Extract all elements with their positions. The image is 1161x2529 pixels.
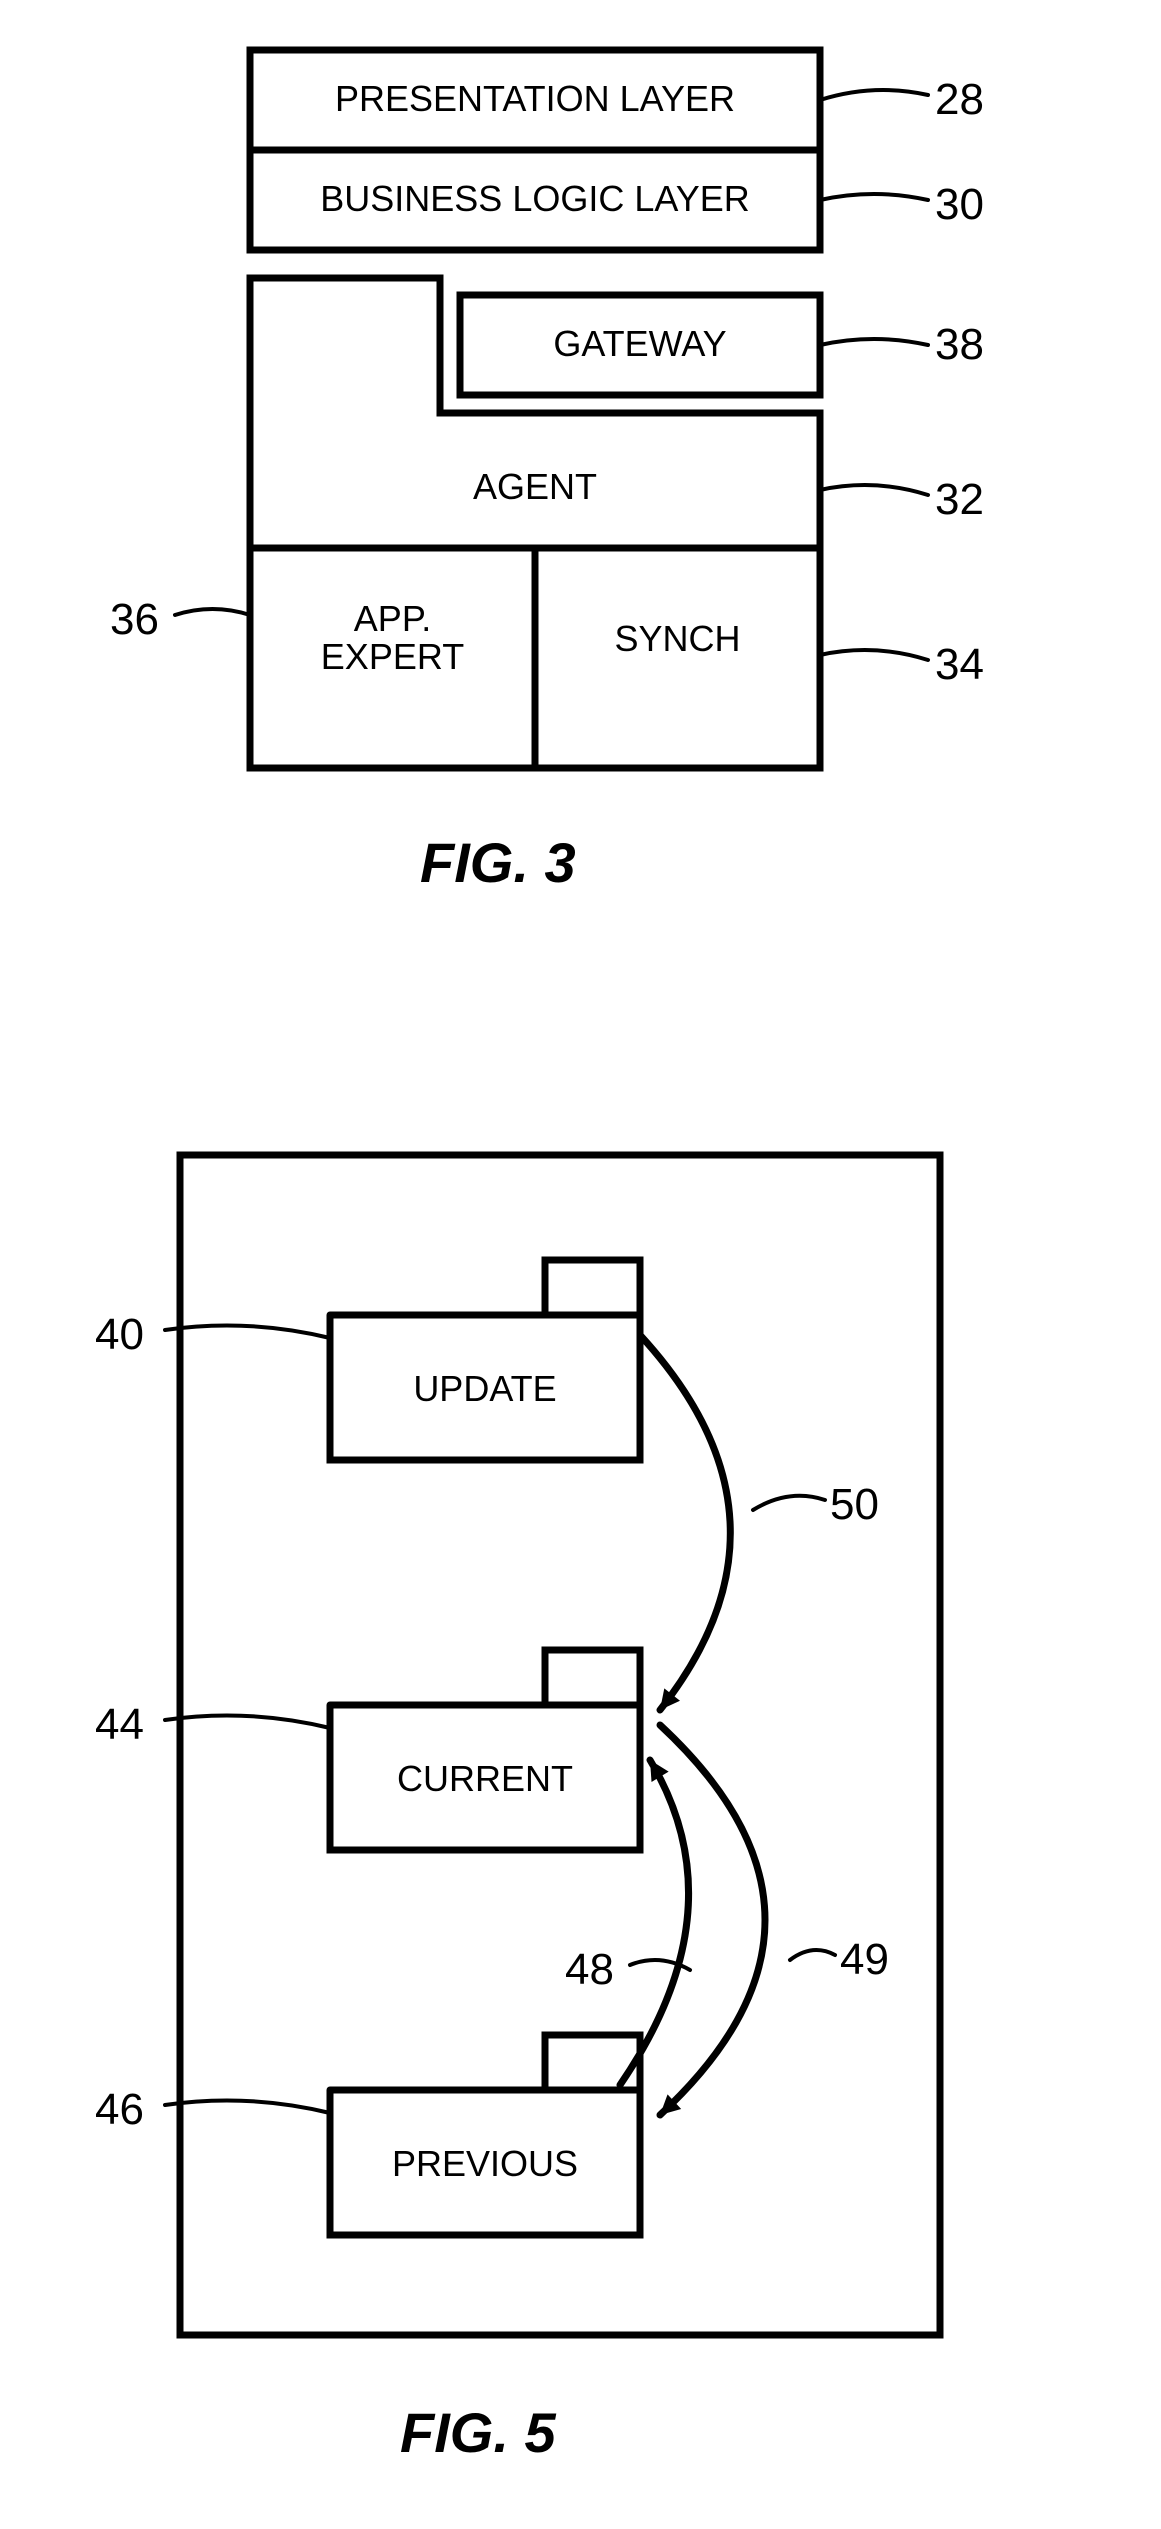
fig5-ref-50: 50 [830,1480,879,1530]
fig3-ref-34: 34 [935,640,984,690]
fig3-agent-label: AGENT [250,468,820,506]
fig5-previous-label: PREVIOUS [330,2145,640,2183]
fig3-presentation-label: PRESENTATION LAYER [250,80,820,118]
page: PRESENTATION LAYER BUSINESS LOGIC LAYER … [0,0,1161,2529]
fig5-current-label: CURRENT [330,1760,640,1798]
fig5-ref-48: 48 [565,1945,614,1995]
fig3-caption: FIG. 3 [420,830,576,895]
fig3-business-label: BUSINESS LOGIC LAYER [250,180,820,218]
fig3-ref-38: 38 [935,320,984,370]
fig3-ref-28: 28 [935,75,984,125]
fig5-ref-46: 46 [95,2085,144,2135]
fig5-ref-40: 40 [95,1310,144,1360]
fig5-ref-44: 44 [95,1700,144,1750]
fig3-gateway-label: GATEWAY [460,325,820,363]
fig3-ref-30: 30 [935,180,984,230]
fig5-caption: FIG. 5 [400,2400,556,2465]
fig3-app-expert-label: APP. EXPERT [250,600,535,676]
fig5-ref-49: 49 [840,1935,889,1985]
fig5-update-label: UPDATE [330,1370,640,1408]
fig3-ref-32: 32 [935,475,984,525]
fig3-ref-36: 36 [110,595,159,645]
fig3-synch-label: SYNCH [535,620,820,658]
